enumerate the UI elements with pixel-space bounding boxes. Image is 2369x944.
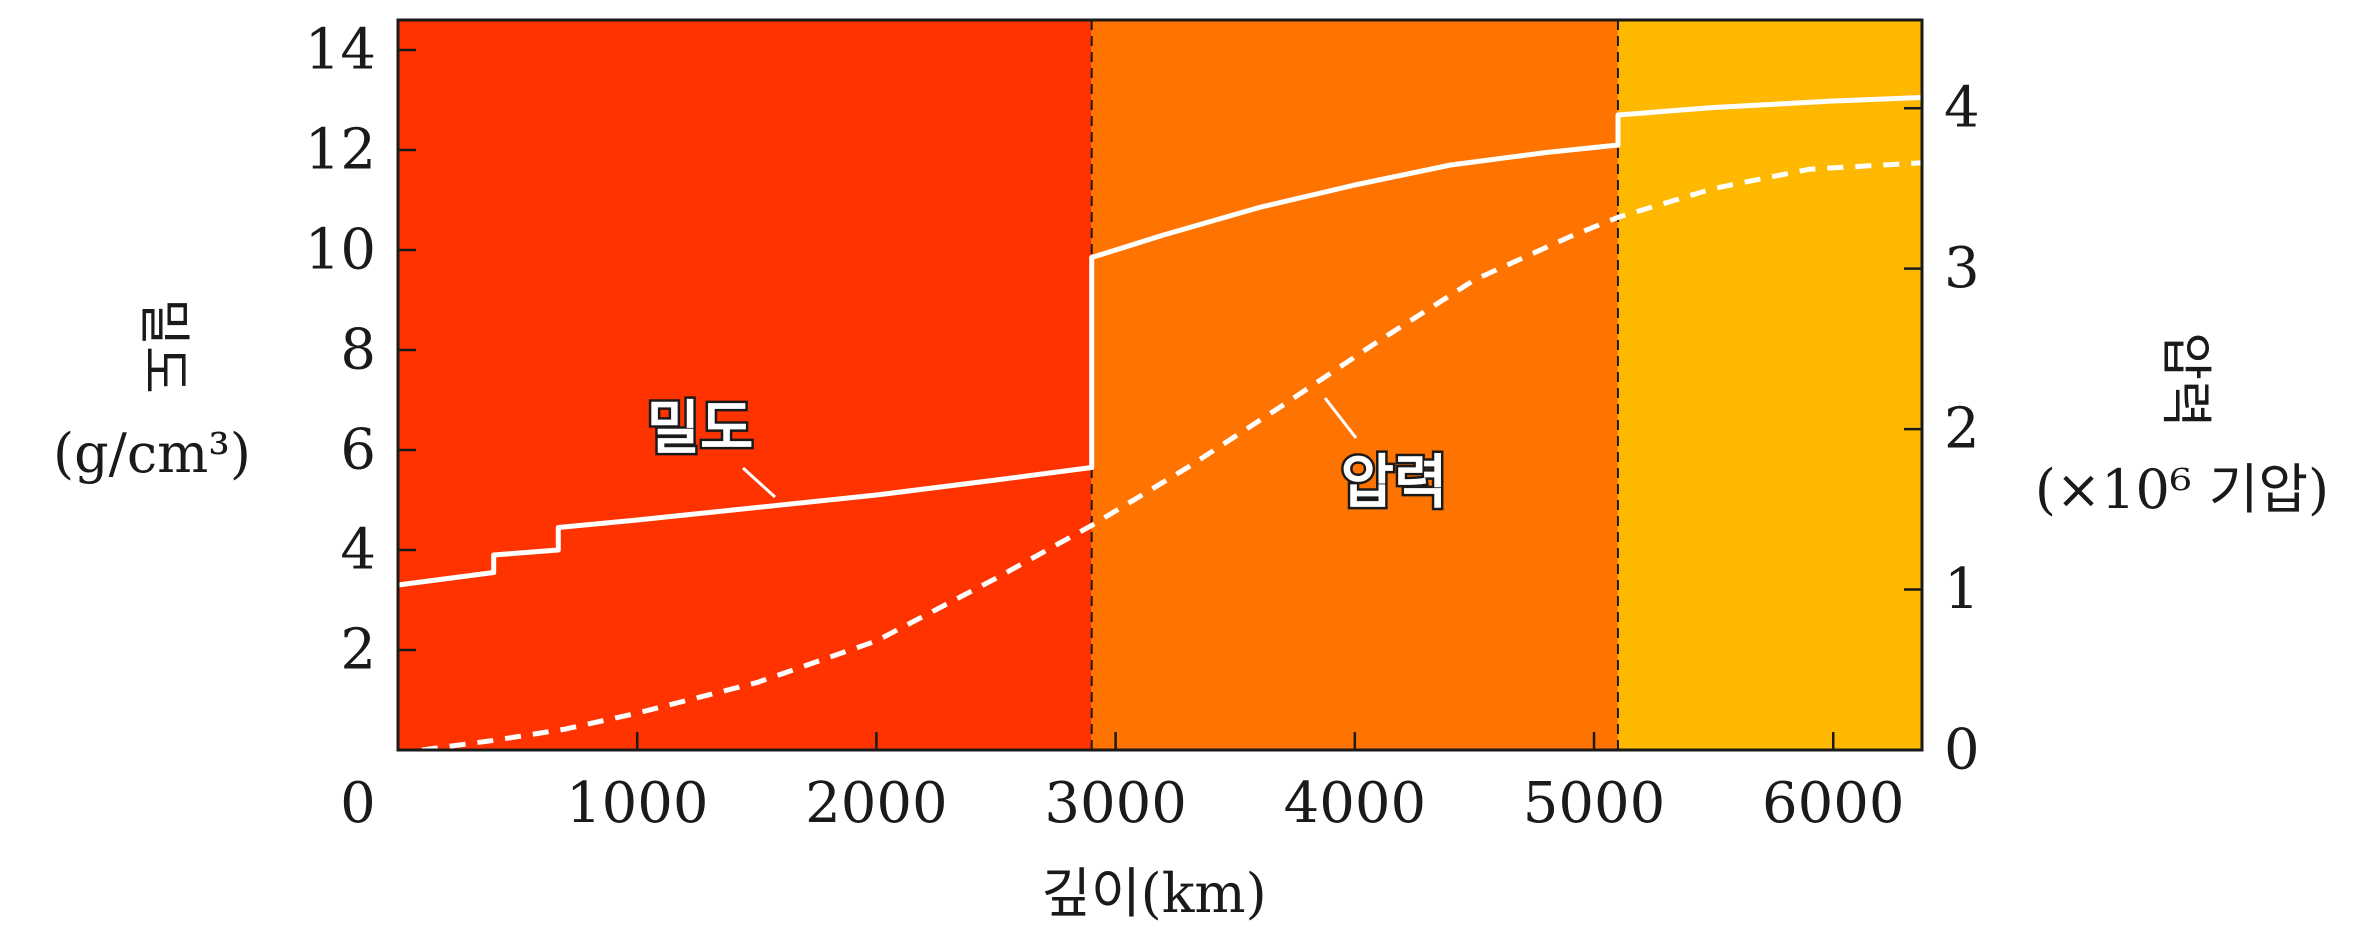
density-series-label: 밀도 bbox=[647, 394, 754, 462]
y-left-tick-label-2: 6 bbox=[340, 418, 376, 483]
region-0 bbox=[398, 20, 1092, 750]
y-right-title: 압력 bbox=[2155, 332, 2215, 428]
series-line-1 bbox=[421, 160, 1923, 753]
x-tick-label-4: 4000 bbox=[1284, 771, 1427, 836]
layer-frame bbox=[396, 18, 1924, 752]
y-left-tick-label-3: 8 bbox=[340, 318, 376, 383]
y-left-tick-label-1: 4 bbox=[340, 518, 376, 583]
density-label-leader bbox=[741, 466, 777, 499]
x-tick-label-3: 3000 bbox=[1044, 771, 1187, 836]
y-right-unit: (×10⁶ 기압) bbox=[2035, 458, 2329, 521]
y-right-tick-label-2: 2 bbox=[1944, 397, 1980, 462]
y-right-tick-label-1: 1 bbox=[1944, 557, 1980, 622]
y-left-tick-label-5: 12 bbox=[305, 118, 376, 183]
y-left-unit: (g/cm³) bbox=[53, 422, 251, 485]
y-right-tick-label-4: 4 bbox=[1944, 76, 1980, 141]
y-right-tick-label-3: 3 bbox=[1944, 236, 1980, 301]
y-left-tick-label-0: 2 bbox=[340, 618, 376, 683]
y-right-tick-label-0: 0 bbox=[1944, 718, 1980, 783]
x-axis-title: 깊이(km) bbox=[1041, 862, 1266, 925]
plot-frame bbox=[396, 18, 1924, 752]
pressure-label-leader bbox=[1323, 397, 1358, 439]
region-1 bbox=[1091, 20, 1618, 750]
x-tick-label-6: 6000 bbox=[1762, 771, 1905, 836]
region-2 bbox=[1617, 20, 1922, 750]
pressure-series-label: 압력 bbox=[1341, 448, 1448, 516]
layer-series bbox=[397, 20, 1923, 753]
x-tick-label-1: 1000 bbox=[566, 771, 709, 836]
layer-regions bbox=[398, 20, 1922, 750]
x-tick-label-2: 2000 bbox=[805, 771, 948, 836]
y-left-tick-label-4: 10 bbox=[305, 218, 376, 283]
series-line-0 bbox=[397, 95, 1923, 588]
y-left-tick-label-6: 14 bbox=[305, 18, 376, 83]
y-left-title: 밀도 bbox=[133, 298, 193, 394]
x-tick-label-5: 5000 bbox=[1523, 771, 1666, 836]
x-tick-label-0: 0 bbox=[340, 771, 376, 836]
